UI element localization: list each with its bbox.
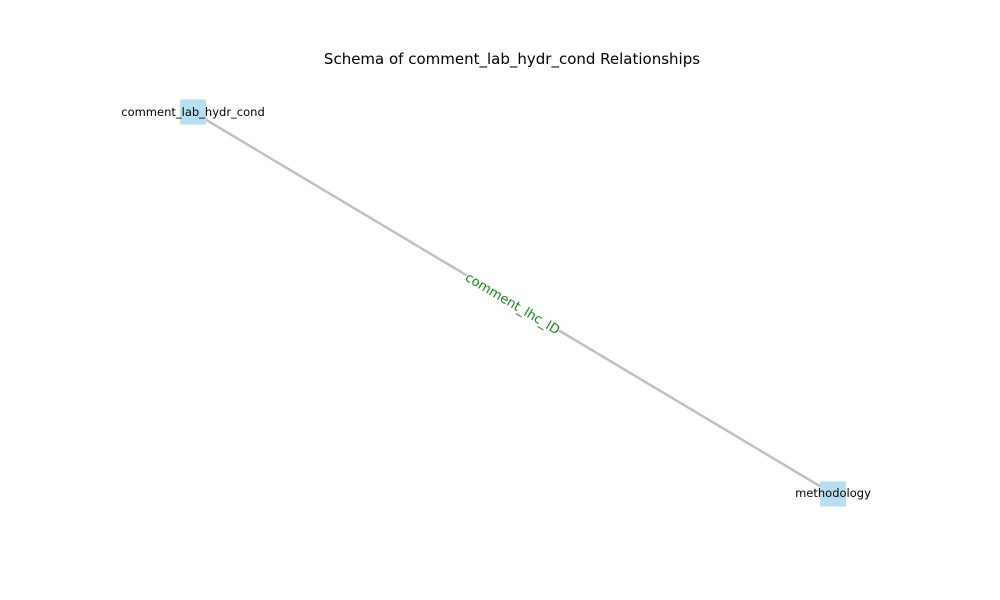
diagram-title: Schema of comment_lab_hydr_cond Relation… [324, 50, 700, 69]
node-label: methodology [795, 486, 871, 500]
edge-label: comment_lhc_ID [462, 270, 562, 338]
node-methodology[interactable]: methodology [795, 482, 871, 507]
node-comment-lab-hydr-cond[interactable]: comment_lab_hydr_cond [121, 100, 265, 125]
node-label: comment_lab_hydr_cond [121, 105, 265, 119]
edge-comment-lhc-id: comment_lhc_ID [193, 112, 833, 494]
